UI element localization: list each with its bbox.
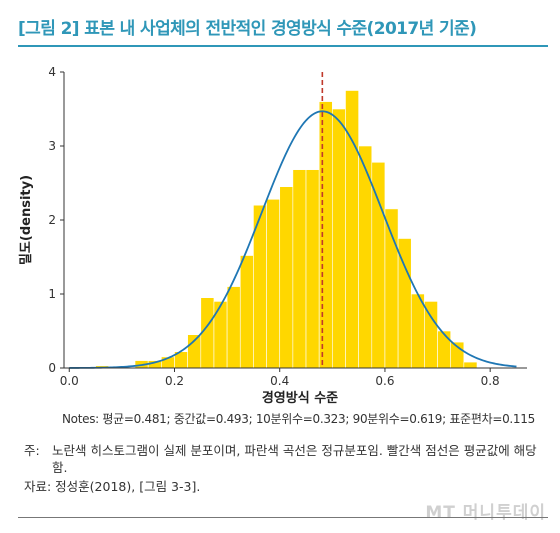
histogram-bar	[266, 198, 281, 369]
x-tick-label: 0.6	[375, 374, 394, 388]
y-axis-label: 밀도(density)	[19, 175, 34, 265]
histogram-bar	[410, 293, 425, 369]
histogram-bar	[332, 108, 346, 369]
x-tick-label: 0.4	[270, 374, 289, 388]
x-axis-label: 경영방식 수준	[262, 390, 338, 406]
histogram-bars	[95, 90, 478, 369]
histogram-bar	[292, 169, 307, 369]
histogram-bar	[397, 238, 412, 369]
y-tick-label: 1	[48, 287, 56, 301]
axes: 0.0 0.2 0.4 0.6 0.8 0 1 2 3 4	[48, 65, 527, 388]
histogram-bar	[279, 186, 294, 369]
histogram-bar	[318, 101, 333, 369]
bottom-rule	[18, 517, 548, 518]
histogram-bar	[213, 301, 228, 369]
footnote-label: 주:	[24, 443, 40, 458]
histogram-bar	[437, 330, 452, 369]
x-tick-label: 0.8	[481, 374, 500, 388]
notes-statistics: Notes: 평균=0.481; 중간값=0.493; 10분위수=0.323;…	[62, 412, 535, 426]
histogram-bar	[424, 301, 438, 369]
y-tick-label: 2	[48, 213, 56, 227]
y-tick-label: 4	[48, 65, 56, 79]
x-tick-label: 0.2	[165, 374, 184, 388]
histogram-bar	[305, 169, 320, 369]
histogram-chart: 0.0 0.2 0.4 0.6 0.8 0 1 2 3 4 경영방식 수준 밀도(density)	[19, 65, 527, 406]
figure-title: [그림 2] 표본 내 사업체의 전반적인 경영방식 수준(2017년 기준)	[18, 19, 477, 39]
y-tick-label: 0	[48, 361, 56, 375]
source-note: 자료: 정성훈(2018), [그림 3-3].	[24, 479, 201, 494]
y-tick-label: 3	[48, 139, 56, 153]
footnote-text: 노란색 히스토그램이 실제 분포이며, 파란색 곡선은 정규분포임. 빨간색 점…	[52, 443, 537, 475]
watermark-logo: MT 머니투데이	[425, 503, 546, 523]
histogram-bar	[239, 255, 254, 369]
histogram-bar	[371, 161, 386, 369]
normal-curve	[69, 110, 517, 369]
footnote: 주: 노란색 히스토그램이 실제 분포이며, 파란색 곡선은 정규분포임. 빨간색…	[24, 442, 544, 476]
title-rule	[18, 45, 548, 47]
histogram-bar	[463, 361, 478, 369]
x-tick-label: 0.0	[60, 374, 79, 388]
histogram-bar	[226, 286, 241, 369]
